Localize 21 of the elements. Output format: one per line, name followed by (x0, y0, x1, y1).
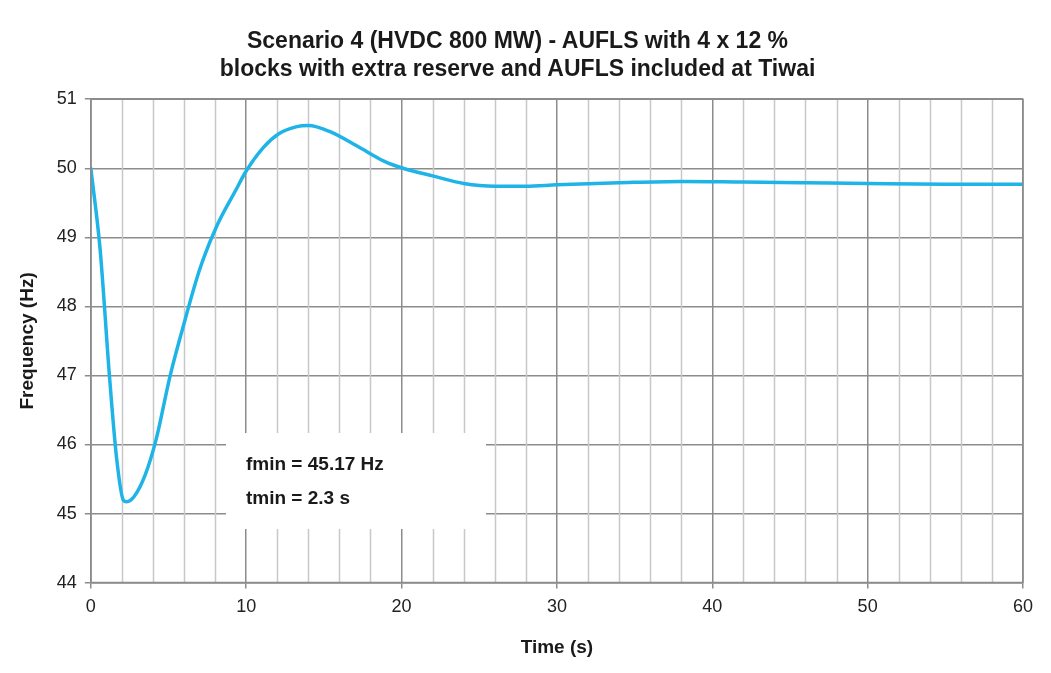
x-tick-label: 30 (546, 596, 567, 617)
annotation: tmin = 2.3 s (245, 485, 351, 510)
note-box: fmin = 45.17 Hz tmin = 2.3 s (226, 432, 486, 529)
x-axis-title: Time (s) (520, 635, 594, 657)
x-tick-label: 0 (85, 596, 96, 617)
y-tick-label: 48 (56, 295, 77, 316)
y-tick-label: 51 (56, 88, 77, 109)
y-tick-label: 49 (56, 226, 77, 247)
x-tick-label: 50 (857, 596, 878, 617)
x-tick-label: 10 (236, 596, 257, 617)
x-tick-label: 40 (702, 596, 723, 617)
y-tick-label: 47 (56, 364, 77, 385)
x-tick-label: 20 (391, 596, 412, 617)
y-tick-label: 46 (56, 433, 77, 454)
y-tick-label: 44 (56, 571, 77, 592)
y-tick-label: 45 (56, 502, 77, 523)
x-tick-label: 60 (1012, 596, 1034, 617)
y-tick-label: 50 (56, 157, 77, 178)
y-axis-title: Frequency (Hz) (15, 272, 37, 410)
annotation: fmin = 45.17 Hz (245, 451, 385, 476)
chart-title: Scenario 4 (HVDC 800 MW) - AUFLS with 4 x 12 % blocks with extra reserve and AUFLS included at Tiwai (219, 27, 816, 81)
